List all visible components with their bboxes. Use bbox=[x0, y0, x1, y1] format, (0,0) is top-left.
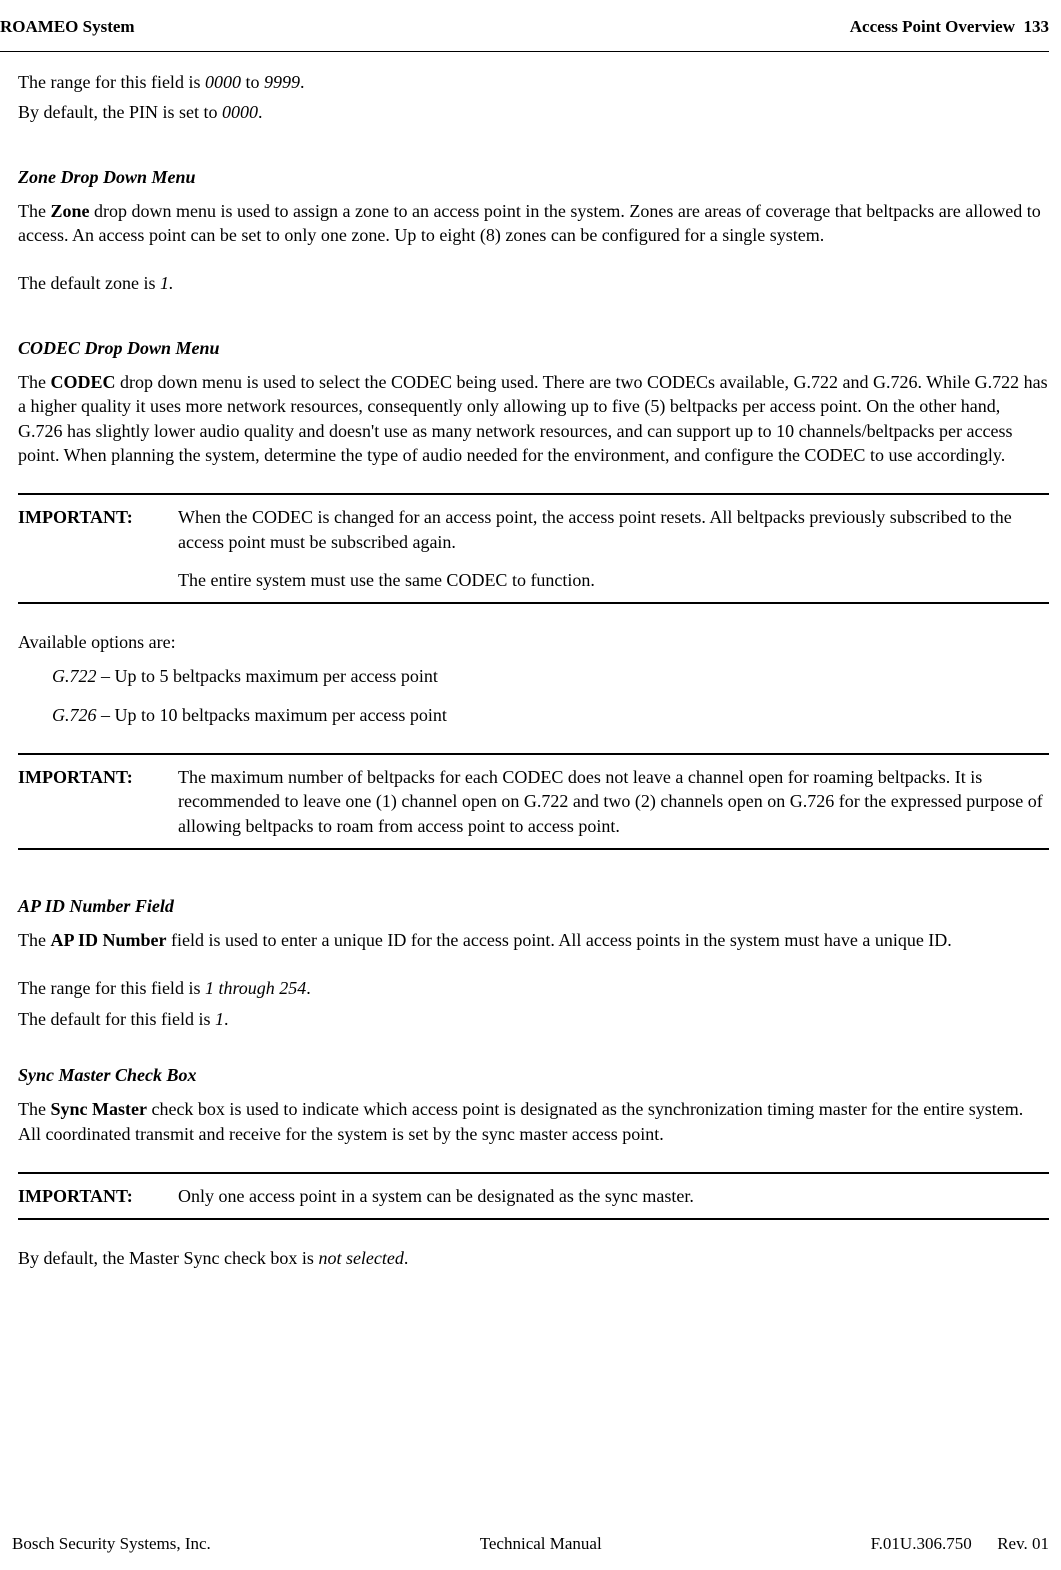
page-number: 133 bbox=[1024, 17, 1050, 36]
codec-options-list: G.722 – Up to 5 beltpacks maximum per ac… bbox=[18, 664, 1049, 727]
zone-heading: Zone Drop Down Menu bbox=[18, 165, 1049, 189]
important-label: IMPORTANT: bbox=[18, 1184, 178, 1208]
page-header: ROAMEO System Access Point Overview 133 bbox=[0, 16, 1049, 47]
options-intro: Available options are: bbox=[18, 630, 1049, 654]
codec-paragraph: The CODEC drop down menu is used to sele… bbox=[18, 370, 1049, 467]
zone-default-line: The default zone is 1. bbox=[18, 271, 1049, 295]
sync-heading: Sync Master Check Box bbox=[18, 1063, 1049, 1087]
codec-heading: CODEC Drop Down Menu bbox=[18, 336, 1049, 360]
sync-paragraph: The Sync Master check box is used to ind… bbox=[18, 1097, 1049, 1146]
apid-heading: AP ID Number Field bbox=[18, 894, 1049, 918]
header-right: Access Point Overview 133 bbox=[850, 16, 1049, 39]
footer-doc-type: Technical Manual bbox=[211, 1533, 871, 1556]
pin-default-line: By default, the PIN is set to 0000. bbox=[18, 100, 1049, 124]
apid-paragraph: The AP ID Number field is used to enter … bbox=[18, 928, 1049, 952]
header-rule bbox=[0, 51, 1049, 52]
codec-option-g726: G.726 – Up to 10 beltpacks maximum per a… bbox=[52, 703, 1049, 727]
important-body-1b: The entire system must use the same CODE… bbox=[178, 568, 1049, 592]
important-note-roaming: IMPORTANT: The maximum number of beltpac… bbox=[18, 753, 1049, 850]
document-page: ROAMEO System Access Point Overview 133 … bbox=[0, 0, 1061, 1570]
important-body-1a: When the CODEC is changed for an access … bbox=[178, 505, 1049, 554]
pin-range-line: The range for this field is 0000 to 9999… bbox=[18, 70, 1049, 94]
codec-option-g722: G.722 – Up to 5 beltpacks maximum per ac… bbox=[52, 664, 1049, 688]
footer-company: Bosch Security Systems, Inc. bbox=[12, 1533, 211, 1556]
apid-default-line: The default for this field is 1. bbox=[18, 1007, 1049, 1031]
header-section-title: Access Point Overview bbox=[850, 17, 1015, 36]
header-left: ROAMEO System bbox=[0, 16, 135, 39]
important-note-codec-reset: IMPORTANT: When the CODEC is changed for… bbox=[18, 493, 1049, 604]
page-footer: Bosch Security Systems, Inc. Technical M… bbox=[12, 1533, 1049, 1556]
sync-default-line: By default, the Master Sync check box is… bbox=[18, 1246, 1049, 1270]
important-body-2: The maximum number of beltpacks for each… bbox=[178, 765, 1049, 838]
apid-range-line: The range for this field is 1 through 25… bbox=[18, 976, 1049, 1000]
important-body-3: Only one access point in a system can be… bbox=[178, 1184, 1049, 1208]
zone-paragraph: The Zone drop down menu is used to assig… bbox=[18, 199, 1049, 248]
important-note-sync: IMPORTANT: Only one access point in a sy… bbox=[18, 1172, 1049, 1220]
important-label: IMPORTANT: bbox=[18, 765, 178, 838]
footer-doc-id: F.01U.306.750 Rev. 01 bbox=[871, 1533, 1049, 1556]
important-label: IMPORTANT: bbox=[18, 505, 178, 554]
page-content: The range for this field is 0000 to 9999… bbox=[0, 70, 1049, 1271]
